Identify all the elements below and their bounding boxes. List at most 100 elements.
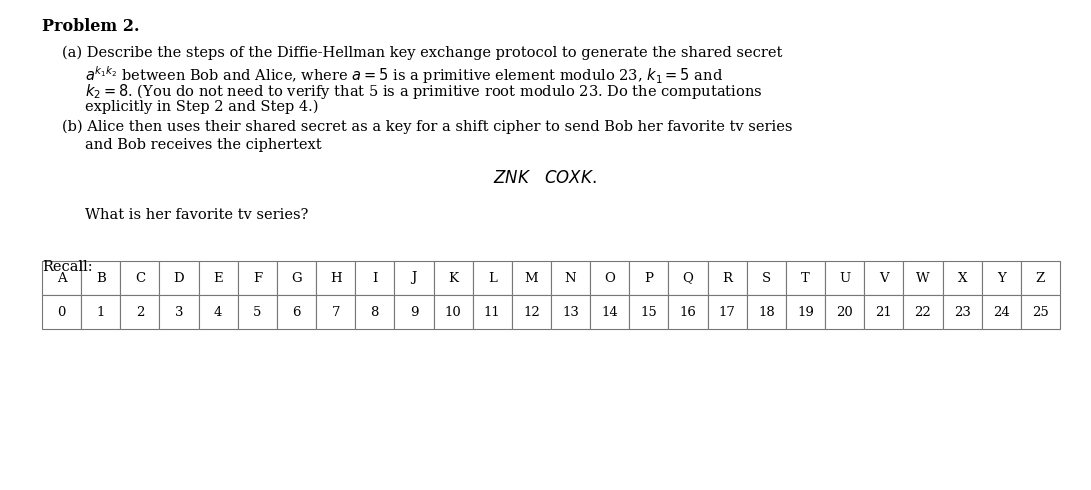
Text: 23: 23 [954,305,971,318]
Text: H: H [329,271,341,285]
Text: K: K [448,271,458,285]
Text: 9: 9 [410,305,418,318]
Bar [551,295,590,329]
Text: 11: 11 [484,305,501,318]
Text: R: R [722,271,732,285]
Text: G: G [291,271,302,285]
Text: N: N [565,271,576,285]
Bar [590,295,630,329]
Text: S: S [762,271,771,285]
Text: 7: 7 [332,305,340,318]
Text: 20: 20 [837,305,853,318]
Bar [159,295,199,329]
Bar [669,295,708,329]
Text: D: D [173,271,184,285]
Bar [433,261,472,295]
Bar [512,295,551,329]
Bar [472,261,512,295]
Bar [630,261,669,295]
Text: L: L [488,271,496,285]
Text: 16: 16 [680,305,696,318]
Bar [512,261,551,295]
Bar [316,261,356,295]
Text: 15: 15 [640,305,657,318]
Text: E: E [214,271,223,285]
Bar [669,261,708,295]
Bar [316,295,356,329]
Bar [825,261,864,295]
Bar [786,261,825,295]
Bar [356,261,394,295]
Bar [982,261,1021,295]
Text: I: I [372,271,377,285]
Text: Problem 2.: Problem 2. [41,18,140,35]
Text: 19: 19 [798,305,814,318]
Bar [903,261,943,295]
Bar [551,261,590,295]
Text: 10: 10 [445,305,461,318]
Text: 25: 25 [1032,305,1048,318]
Bar [433,295,472,329]
Text: Recall:: Recall: [41,260,93,274]
Text: and Bob receives the ciphertext: and Bob receives the ciphertext [85,138,322,152]
Text: X: X [958,271,967,285]
Text: (a) Describe the steps of the Diffie-Hellman key exchange protocol to generate t: (a) Describe the steps of the Diffie-Hel… [62,46,782,60]
Text: 17: 17 [719,305,735,318]
Text: 24: 24 [993,305,1009,318]
Text: V: V [879,271,889,285]
Text: J: J [411,271,417,285]
Bar [120,261,159,295]
Bar [708,261,746,295]
Text: $ZNK\quad COXK.$: $ZNK\quad COXK.$ [493,170,597,187]
Text: 13: 13 [562,305,579,318]
Bar [199,261,238,295]
Bar [903,295,943,329]
Bar [630,295,669,329]
Bar [864,295,903,329]
Text: $a^{k_1k_2}$ between Bob and Alice, where $a = 5$ is a primitive element modulo : $a^{k_1k_2}$ between Bob and Alice, wher… [85,64,723,86]
Text: Q: Q [683,271,694,285]
Text: (b) Alice then uses their shared secret as a key for a shift cipher to send Bob : (b) Alice then uses their shared secret … [62,120,792,134]
Bar [238,295,277,329]
Bar [159,261,199,295]
Text: W: W [916,271,930,285]
Bar [590,261,630,295]
Text: 12: 12 [523,305,540,318]
Bar [943,261,982,295]
Bar [277,261,316,295]
Bar [864,261,903,295]
Text: 1: 1 [96,305,105,318]
Bar [238,261,277,295]
Bar [746,261,786,295]
Text: 22: 22 [914,305,932,318]
Bar [356,295,394,329]
Text: 2: 2 [135,305,144,318]
Text: O: O [604,271,615,285]
Bar [786,295,825,329]
Bar [41,261,81,295]
Text: 0: 0 [58,305,65,318]
Text: U: U [839,271,850,285]
Text: 4: 4 [214,305,223,318]
Text: $k_2 = 8$. (You do not need to verify that 5 is a primitive root modulo 23. Do t: $k_2 = 8$. (You do not need to verify th… [85,82,763,101]
Bar [277,295,316,329]
Text: 6: 6 [292,305,301,318]
Bar [943,295,982,329]
Bar [394,261,433,295]
Text: C: C [135,271,145,285]
Text: A: A [57,271,67,285]
Text: Z: Z [1035,271,1045,285]
Text: P: P [645,271,654,285]
Bar [1021,295,1060,329]
Bar [746,295,786,329]
Bar [708,295,746,329]
Bar [81,261,120,295]
Text: What is her favorite tv series?: What is her favorite tv series? [85,208,309,222]
Text: B: B [96,271,106,285]
Text: 18: 18 [758,305,775,318]
Text: Y: Y [997,271,1006,285]
Text: M: M [525,271,538,285]
Text: F: F [253,271,262,285]
Bar [982,295,1021,329]
Text: explicitly in Step 2 and Step 4.): explicitly in Step 2 and Step 4.) [85,100,319,114]
